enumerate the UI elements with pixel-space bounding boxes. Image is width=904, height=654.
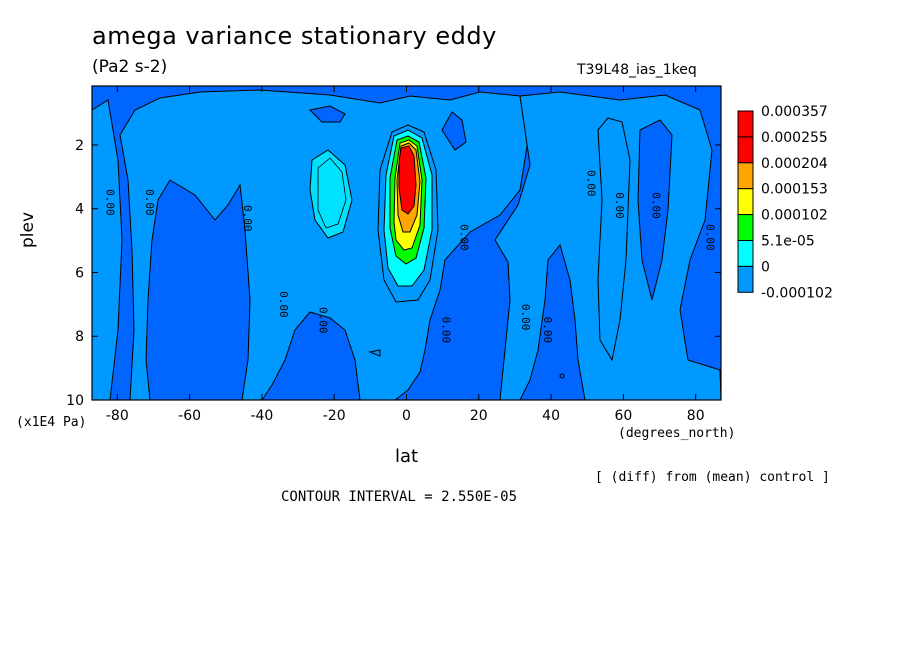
legend-label: 0.000102	[761, 208, 828, 224]
y-tick-label: 4	[75, 202, 84, 218]
legend-swatch	[737, 240, 754, 267]
x-tick-label: 0	[402, 408, 411, 424]
legend-label: 0	[761, 259, 770, 275]
contour-label: 0.00	[519, 304, 532, 331]
x-tick-label: -80	[106, 408, 129, 424]
contour-label: 0.00	[704, 224, 717, 251]
color-legend: 0.000357 0.000255 0.000204 0.000153 0.000102…	[737, 104, 833, 301]
chart-units: (Pa2 s-2)	[92, 57, 168, 77]
legend-label: 5.1e-05	[761, 234, 815, 250]
x-tick-label: 80	[687, 408, 705, 424]
contour-label: 0.00	[649, 192, 662, 219]
x-axis-label: lat	[395, 446, 419, 467]
contour-field	[92, 86, 721, 400]
legend-label: 0.000153	[761, 182, 828, 198]
y-tick-label: 2	[75, 138, 84, 154]
contour-label: 0.00	[317, 307, 330, 334]
chart-title: amega variance stationary eddy	[92, 22, 497, 50]
x-axis: -80 -60 -40 -20 0 20 40 60 80	[106, 86, 705, 424]
legend-swatch	[737, 136, 754, 164]
x-tick-label: -20	[323, 408, 346, 424]
y-axis: 2 4 6 8 10	[66, 138, 721, 409]
contour-interval: CONTOUR INTERVAL = 2.550E-05	[281, 489, 518, 505]
plume-red	[398, 145, 417, 215]
legend-swatch	[737, 265, 754, 293]
x-axis-units: (degrees_north)	[618, 426, 736, 441]
contour-label: 0.00	[103, 189, 116, 216]
x-tick-label: 40	[542, 408, 560, 424]
y-axis-units: (x1E4 Pa)	[16, 415, 87, 430]
neg-island-north	[441, 111, 467, 151]
legend-label: 0.000357	[761, 104, 828, 120]
legend-label: 0.000204	[761, 156, 828, 172]
small-dot	[559, 373, 565, 379]
legend-label: 0.000255	[761, 130, 828, 146]
y-tick-label: 6	[75, 265, 84, 281]
x-tick-label: 60	[614, 408, 632, 424]
footnote: [ (diff) from (mean) control ]	[595, 470, 830, 485]
x-tick-label: 20	[470, 408, 488, 424]
legend-swatch	[737, 188, 754, 216]
contour-label: 0.00	[241, 205, 254, 232]
contour-label: 0.00	[613, 192, 626, 219]
zero-region-east-2	[597, 117, 631, 362]
legend-label: -0.000102	[761, 285, 833, 301]
x-tick-label: -60	[178, 408, 201, 424]
y-tick-label: 8	[75, 329, 84, 345]
contour-label: 0.00	[277, 291, 290, 318]
cyan-cell-south-inner	[317, 157, 347, 229]
zero-region-west	[92, 99, 123, 400]
contour-label: 0.00	[143, 189, 156, 216]
contour-label: 0.00	[458, 224, 471, 251]
run-label: T39L48_ias_1keq	[577, 62, 697, 78]
contour-label: 0.00	[584, 170, 597, 197]
y-tick-label: 10	[66, 393, 84, 409]
x-tick-label: -40	[250, 408, 273, 424]
small-feature	[368, 349, 381, 357]
legend-swatch	[737, 110, 754, 138]
zero-region-east-3	[637, 119, 673, 301]
contour-label: 0.00	[440, 317, 453, 344]
legend-swatch	[737, 214, 754, 242]
contour-label: 0.00	[541, 317, 554, 344]
legend-swatch	[737, 162, 754, 190]
contour-labels: 0.00 0.00 0.00 0.00 0.00 0.00 0.00 0.00 0.00 0.00…	[103, 170, 716, 343]
neg-island-upper	[308, 105, 346, 123]
